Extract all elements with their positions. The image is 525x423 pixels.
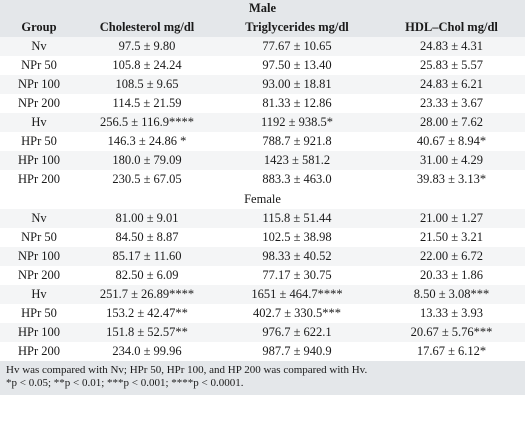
cell-group: NPr 50: [0, 228, 78, 247]
footnote-comparison: Hv was compared with Nv; HPr 50, HPr 100…: [6, 364, 368, 376]
cell-triglycerides: 81.33 ± 12.86: [216, 94, 378, 113]
header-hdl-chol: HDL–Chol mg/dl: [378, 17, 525, 37]
cell-hdl: 8.50 ± 3.08***: [378, 285, 525, 304]
cell-cholesterol: 81.00 ± 9.01: [78, 209, 216, 228]
table-row-male-nv: Nv 97.5 ± 9.80 77.67 ± 10.65 24.83 ± 4.3…: [0, 37, 525, 56]
header-row: Group Cholesterol mg/dl Triglycerides mg…: [0, 17, 525, 37]
cell-hdl: 28.00 ± 7.62: [378, 113, 525, 132]
cell-triglycerides: 1423 ± 581.2: [216, 151, 378, 170]
table-row-female-hpr200: HPr 200 234.0 ± 99.96 987.7 ± 940.9 17.6…: [0, 342, 525, 361]
cell-triglycerides: 1651 ± 464.7****: [216, 285, 378, 304]
header-cholesterol: Cholesterol mg/dl: [78, 17, 216, 37]
section-label-male: Male: [0, 0, 525, 17]
header-triglycerides: Triglycerides mg/dl: [216, 17, 378, 37]
cell-cholesterol: 97.5 ± 9.80: [78, 37, 216, 56]
cell-cholesterol: 251.7 ± 26.89****: [78, 285, 216, 304]
cell-hdl: 22.00 ± 6.72: [378, 247, 525, 266]
section-label-female: Female: [0, 189, 525, 209]
header-group: Group: [0, 17, 78, 37]
cell-triglycerides: 93.00 ± 18.81: [216, 75, 378, 94]
table-row-female-npr50: NPr 50 84.50 ± 8.87 102.5 ± 38.98 21.50 …: [0, 228, 525, 247]
cell-hdl: 21.50 ± 3.21: [378, 228, 525, 247]
cell-hdl: 40.67 ± 8.94*: [378, 132, 525, 151]
cell-hdl: 39.83 ± 3.13*: [378, 170, 525, 189]
cell-triglycerides: 77.17 ± 30.75: [216, 266, 378, 285]
cell-group: NPr 100: [0, 75, 78, 94]
table-row-male-hpr100: HPr 100 180.0 ± 79.09 1423 ± 581.2 31.00…: [0, 151, 525, 170]
cell-cholesterol: 146.3 ± 24.86 *: [78, 132, 216, 151]
table-row-female-npr100: NPr 100 85.17 ± 11.60 98.33 ± 40.52 22.0…: [0, 247, 525, 266]
cell-group: HPr 100: [0, 151, 78, 170]
cell-group: NPr 100: [0, 247, 78, 266]
table-row-male-hpr200: HPr 200 230.5 ± 67.05 883.3 ± 463.0 39.8…: [0, 170, 525, 189]
cell-cholesterol: 105.8 ± 24.24: [78, 56, 216, 75]
cell-hdl: 25.83 ± 5.57: [378, 56, 525, 75]
cell-cholesterol: 82.50 ± 6.09: [78, 266, 216, 285]
cell-hdl: 17.67 ± 6.12*: [378, 342, 525, 361]
cell-hdl: 20.33 ± 1.86: [378, 266, 525, 285]
cell-cholesterol: 180.0 ± 79.09: [78, 151, 216, 170]
cell-triglycerides: 987.7 ± 940.9: [216, 342, 378, 361]
cell-hdl: 24.83 ± 6.21: [378, 75, 525, 94]
cell-hdl: 31.00 ± 4.29: [378, 151, 525, 170]
cell-cholesterol: 108.5 ± 9.65: [78, 75, 216, 94]
cell-triglycerides: 883.3 ± 463.0: [216, 170, 378, 189]
cell-triglycerides: 402.7 ± 330.5***: [216, 304, 378, 323]
lipid-profile-table: Male Group Cholesterol mg/dl Triglycerid…: [0, 0, 525, 361]
cell-hdl: 23.33 ± 3.67: [378, 94, 525, 113]
cell-triglycerides: 77.67 ± 10.65: [216, 37, 378, 56]
cell-group: HPr 100: [0, 323, 78, 342]
cell-hdl: 13.33 ± 3.93: [378, 304, 525, 323]
cell-hdl: 20.67 ± 5.76***: [378, 323, 525, 342]
cell-cholesterol: 230.5 ± 67.05: [78, 170, 216, 189]
cell-hdl: 24.83 ± 4.31: [378, 37, 525, 56]
cell-cholesterol: 234.0 ± 99.96: [78, 342, 216, 361]
cell-group: Hv: [0, 113, 78, 132]
section-row-male: Male: [0, 0, 525, 17]
table-row-female-nv: Nv 81.00 ± 9.01 115.8 ± 51.44 21.00 ± 1.…: [0, 209, 525, 228]
cell-group: Nv: [0, 37, 78, 56]
cell-triglycerides: 97.50 ± 13.40: [216, 56, 378, 75]
table-row-female-npr200: NPr 200 82.50 ± 6.09 77.17 ± 30.75 20.33…: [0, 266, 525, 285]
cell-triglycerides: 1192 ± 938.5*: [216, 113, 378, 132]
cell-cholesterol: 114.5 ± 21.59: [78, 94, 216, 113]
cell-group: HPr 200: [0, 170, 78, 189]
cell-triglycerides: 976.7 ± 622.1: [216, 323, 378, 342]
cell-triglycerides: 102.5 ± 38.98: [216, 228, 378, 247]
cell-cholesterol: 153.2 ± 42.47**: [78, 304, 216, 323]
cell-hdl: 21.00 ± 1.27: [378, 209, 525, 228]
cell-cholesterol: 85.17 ± 11.60: [78, 247, 216, 266]
cell-group: Hv: [0, 285, 78, 304]
cell-triglycerides: 98.33 ± 40.52: [216, 247, 378, 266]
table-row-male-npr50: NPr 50 105.8 ± 24.24 97.50 ± 13.40 25.83…: [0, 56, 525, 75]
table-footnotes: Hv was compared with Nv; HPr 50, HPr 100…: [0, 361, 525, 395]
footnote-significance: *p < 0.05; **p < 0.01; ***p < 0.001; ***…: [6, 377, 244, 389]
table-row-female-hpr50: HPr 50 153.2 ± 42.47** 402.7 ± 330.5*** …: [0, 304, 525, 323]
table-row-male-hpr50: HPr 50 146.3 ± 24.86 * 788.7 ± 921.8 40.…: [0, 132, 525, 151]
cell-cholesterol: 84.50 ± 8.87: [78, 228, 216, 247]
cell-group: NPr 200: [0, 94, 78, 113]
cell-group: HPr 50: [0, 132, 78, 151]
cell-group: NPr 200: [0, 266, 78, 285]
cell-triglycerides: 788.7 ± 921.8: [216, 132, 378, 151]
table-row-male-npr100: NPr 100 108.5 ± 9.65 93.00 ± 18.81 24.83…: [0, 75, 525, 94]
cell-group: HPr 200: [0, 342, 78, 361]
table-row-female-hpr100: HPr 100 151.8 ± 52.57** 976.7 ± 622.1 20…: [0, 323, 525, 342]
cell-triglycerides: 115.8 ± 51.44: [216, 209, 378, 228]
table-row-male-hv: Hv 256.5 ± 116.9**** 1192 ± 938.5* 28.00…: [0, 113, 525, 132]
cell-cholesterol: 151.8 ± 52.57**: [78, 323, 216, 342]
cell-group: NPr 50: [0, 56, 78, 75]
table-row-female-hv: Hv 251.7 ± 26.89**** 1651 ± 464.7**** 8.…: [0, 285, 525, 304]
cell-group: Nv: [0, 209, 78, 228]
cell-group: HPr 50: [0, 304, 78, 323]
cell-cholesterol: 256.5 ± 116.9****: [78, 113, 216, 132]
section-row-female: Female: [0, 189, 525, 209]
table-row-male-npr200: NPr 200 114.5 ± 21.59 81.33 ± 12.86 23.3…: [0, 94, 525, 113]
